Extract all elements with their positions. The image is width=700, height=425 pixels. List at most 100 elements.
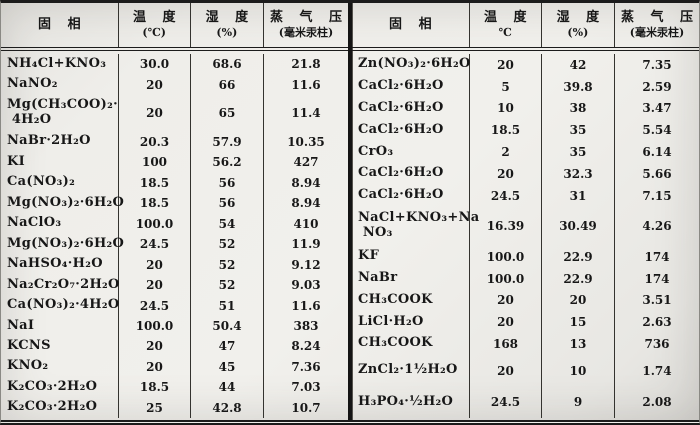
solid-phase-cell: CH₃COOK	[352, 289, 470, 312]
solid-phase-cell: NH₄Cl+KNO₃	[1, 54, 119, 75]
temperature-cell: 20.3	[119, 131, 191, 153]
table-row: NaNO₂ 20 66 11.6	[1, 74, 348, 95]
temperature-cell: 24.5	[119, 233, 191, 255]
solid-phase-cell: CrO₃	[352, 141, 470, 163]
vapor-pressure-cell: 2.63	[642, 315, 672, 330]
vapor-pressure-cell: 7.15	[642, 188, 672, 203]
humidity-cell: 52	[191, 254, 264, 275]
table-row: NaClO₃ 100.0 54 410	[1, 213, 348, 234]
solid-phase-cell: KNO₂	[1, 356, 119, 378]
temperature-cell: 20	[119, 336, 191, 357]
humidity-cell: 50.4	[191, 315, 264, 337]
solid-phase-cell: NaI	[1, 315, 119, 337]
solid-phase-cell: CaCl₂·6H₂O	[352, 97, 470, 120]
temperature-cell: 100.0	[119, 213, 191, 234]
temperature-cell: 100	[119, 152, 191, 173]
solid-phase-cell: NaCl+KNO₃+Na NO₃	[352, 206, 479, 246]
vapor-pressure-cell: 3.51	[642, 293, 672, 308]
temperature-cell: 168	[470, 333, 542, 355]
table-row: NaBr·2H₂O 20.3 57.9 10.35	[1, 131, 348, 153]
humidity-cell: 35	[542, 141, 615, 163]
header-temperature-label: 温 度	[483, 10, 533, 25]
temperature-cell: 18.5	[119, 172, 191, 194]
humidity-cell: 9	[542, 386, 615, 419]
vapor-pressure-cell: 10.7	[291, 400, 321, 415]
humidity-cell: 38	[542, 97, 615, 120]
table-row: Ca(NO₃)₂·4H₂O 24.5 51 11.6	[1, 295, 348, 316]
vapor-pressure-cell: 2.59	[642, 79, 672, 94]
header-vapor-pressure-label: 蒸 气 压	[269, 10, 348, 25]
temperature-cell: 5	[470, 75, 542, 98]
temperature-cell: 2	[470, 141, 542, 163]
vapor-pressure-cell: 7.36	[291, 359, 321, 374]
vapor-pressure-cell: 427	[293, 155, 319, 170]
header-humidity: 湿 度 (%)	[191, 3, 264, 47]
solid-phase-cell: ZnCl₂·1½H₂O	[352, 354, 470, 387]
table-row: CaCl₂·6H₂O 20 32.3 5.66	[352, 162, 699, 185]
header-temperature: 温 度 ℃	[470, 3, 542, 47]
vapor-pressure-cell: 4.26	[642, 219, 672, 234]
header-solid-phase-label: 固 相	[389, 16, 438, 32]
humidity-cell: 57.9	[191, 131, 264, 153]
table-row: CrO₃ 2 35 6.14	[352, 141, 699, 163]
vapor-pressure-cell: 2.08	[642, 395, 672, 410]
vapor-pressure-cell: 1.74	[642, 363, 672, 378]
temperature-cell: 20	[470, 54, 542, 76]
header-vapor-pressure-unit: (毫米汞柱)	[629, 26, 685, 40]
temperature-cell: 20	[119, 94, 191, 132]
temperature-cell: 20	[119, 356, 191, 378]
vapor-pressure-cell: 5.54	[642, 123, 672, 138]
temperature-cell: 25	[119, 397, 191, 419]
vapor-pressure-cell: 174	[644, 271, 670, 286]
humidity-cell: 56	[191, 172, 264, 194]
humidity-cell: 56.2	[191, 152, 264, 173]
table-row: Mg(NO₃)₂·6H₂O 24.5 52 11.9	[1, 233, 348, 255]
table-row: KF 100.0 22.9 174	[352, 245, 699, 268]
vapor-pressure-cell: 11.6	[291, 77, 321, 92]
solid-phase-cell: KI	[1, 152, 119, 173]
humidity-cell: 31	[542, 184, 615, 207]
table-row: LiCl·H₂O 20 15 2.63	[352, 311, 699, 333]
solid-phase-cell: NaClO₃	[1, 213, 119, 234]
vapor-pressure-cell: 410	[293, 216, 319, 231]
table-row: CaCl₂·6H₂O 24.5 31 7.15	[352, 184, 699, 207]
header-solid-phase: 固 相	[352, 3, 470, 47]
table-row: CaCl₂·6H₂O 10 38 3.47	[352, 97, 699, 120]
table-header-row: 固 相 温 度 ℃ 湿 度 (%) 蒸 气 压 (毫米汞柱)	[352, 3, 699, 51]
solid-phase-cell: NaBr	[352, 267, 470, 290]
header-vapor-pressure-unit: (毫米汞柱)	[278, 26, 334, 40]
table-row: Ca(NO₃)₂ 18.5 56 8.94	[1, 172, 348, 194]
header-humidity-label: 湿 度	[556, 10, 606, 25]
temperature-cell: 100.0	[470, 245, 542, 268]
humidity-cell: 42	[542, 54, 615, 76]
humidity-cell: 22.9	[542, 267, 615, 290]
temperature-cell: 20	[470, 354, 542, 387]
vapor-pressure-cell: 11.9	[291, 237, 321, 252]
solid-phase-cell: Mg(NO₃)₂·6H₂O	[1, 193, 124, 214]
solid-phase-cell: Ca(NO₃)₂·4H₂O	[1, 295, 119, 316]
table-body-left: NH₄Cl+KNO₃ 30.0 68.6 21.8 NaNO₂ 20 66 11.6 Mg(CH…	[1, 51, 348, 420]
table-body-right: Zn(NO₃)₂·6H₂O 20 42 7.35 CaCl₂·6H₂O 5 39.8 2.59…	[352, 51, 699, 420]
temperature-cell: 20	[119, 274, 191, 296]
vapor-pressure-cell: 10.35	[287, 134, 325, 149]
header-vapor-pressure-label: 蒸 气 压	[620, 10, 699, 25]
table-row: Na₂Cr₂O₇·2H₂O 20 52 9.03	[1, 274, 348, 296]
humidity-cell: 39.8	[542, 75, 615, 98]
temperature-cell: 24.5	[470, 184, 542, 207]
table-row: CaCl₂·6H₂O 18.5 35 5.54	[352, 119, 699, 142]
table-row: CaCl₂·6H₂O 5 39.8 2.59	[352, 75, 699, 98]
table-row: CH₃COOK 168 13 736	[352, 333, 699, 355]
temperature-cell: 10	[470, 97, 542, 120]
table-right-half: 固 相 温 度 ℃ 湿 度 (%) 蒸 气 压 (毫米汞柱) Zn(NO₃)₂·…	[352, 3, 699, 420]
temperature-cell: 100.0	[119, 315, 191, 337]
table-center-divider	[348, 3, 352, 420]
vapor-pressure-cell: 5.66	[642, 166, 672, 181]
header-temperature-label: 温 度	[132, 10, 182, 25]
vapor-pressure-cell: 9.03	[291, 278, 321, 293]
vapor-pressure-cell: 383	[293, 319, 319, 334]
solid-phase-cell: LiCl·H₂O	[352, 311, 470, 333]
solid-phase-cell: CaCl₂·6H₂O	[352, 119, 470, 142]
solid-phase-cell: Mg(NO₃)₂·6H₂O	[1, 233, 124, 255]
temperature-cell: 20	[470, 162, 542, 185]
table-row: NaBr 100.0 22.9 174	[352, 267, 699, 290]
